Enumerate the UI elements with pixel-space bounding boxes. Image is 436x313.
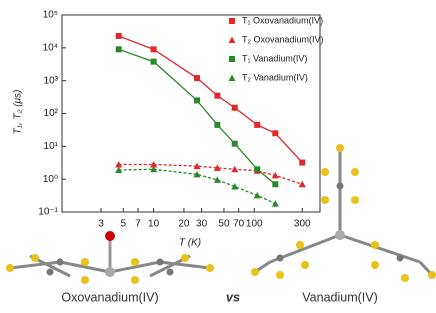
- x-tick-label: 30: [196, 219, 208, 230]
- marker: [150, 160, 158, 168]
- marker: [231, 104, 238, 111]
- x-tick-label: 5: [121, 219, 127, 230]
- marker: [115, 32, 122, 39]
- x-tick-label: 3: [98, 219, 104, 230]
- marker: [253, 191, 261, 199]
- marker: [254, 121, 261, 128]
- marker: [272, 130, 279, 137]
- marker: [299, 159, 306, 166]
- legend-label: T₁ Oxovanadium(IV): [242, 15, 323, 25]
- marker: [193, 170, 201, 178]
- x-tick-label: 10: [148, 219, 160, 230]
- series-line: [118, 163, 303, 185]
- x-tick-label: 300: [294, 219, 311, 230]
- marker: [194, 97, 201, 104]
- marker: [231, 140, 238, 147]
- y-tick-label: 10⁴: [43, 42, 58, 53]
- marker: [231, 182, 239, 190]
- marker: [150, 165, 158, 173]
- marker: [228, 74, 236, 81]
- y-tick-label: 10⁰: [43, 174, 58, 185]
- marker: [254, 166, 261, 173]
- legend-label: T₂ Vanadium(IV): [242, 72, 308, 82]
- marker: [271, 171, 279, 179]
- marker: [271, 200, 279, 207]
- x-tick-label: 70: [233, 219, 245, 230]
- caption-right: Vanadium(IV): [302, 290, 378, 304]
- y-tick-label: 10⁵: [43, 10, 58, 21]
- legend-label: T₁ Vanadium(IV): [242, 53, 307, 63]
- x-axis-label: T (K): [179, 238, 201, 249]
- plot-frame: [61, 14, 321, 213]
- x-tick-label: 100: [246, 219, 263, 230]
- x-tick-label: 20: [178, 219, 190, 230]
- legend-label: T₂ Oxovanadium(IV): [242, 34, 324, 44]
- series-line: [118, 35, 303, 164]
- molecule-right: [251, 144, 436, 282]
- y-tick-label: 10³: [44, 75, 59, 86]
- marker: [213, 164, 221, 171]
- marker: [298, 180, 306, 188]
- y-tick-label: 10¹: [44, 141, 59, 152]
- marker: [150, 46, 157, 53]
- marker: [115, 46, 122, 53]
- x-tick-label: 50: [218, 219, 230, 230]
- marker: [115, 166, 123, 174]
- y-axis-label: T₁, T₂ (μs): [13, 90, 24, 135]
- marker: [150, 58, 157, 65]
- y-tick-label: 10⁻¹: [38, 207, 58, 218]
- marker: [272, 181, 279, 188]
- caption-left: Oxovanadium(IV): [61, 290, 158, 304]
- y-tick-label: 10²: [44, 108, 59, 119]
- x-tick-label: 7: [135, 219, 141, 230]
- molecule-left: [6, 231, 214, 284]
- marker: [229, 56, 235, 62]
- marker: [115, 160, 123, 168]
- marker: [194, 75, 201, 82]
- marker: [229, 18, 235, 24]
- marker: [214, 121, 221, 128]
- marker: [214, 92, 221, 99]
- marker: [231, 165, 239, 173]
- marker: [213, 176, 221, 183]
- caption-vs: vs: [226, 290, 240, 304]
- marker: [228, 36, 236, 43]
- marker: [193, 162, 201, 170]
